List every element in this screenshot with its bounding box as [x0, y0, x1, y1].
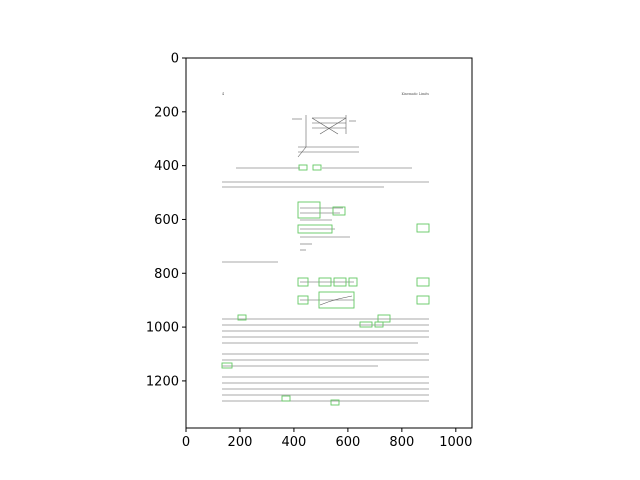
annotation-box — [374, 321, 384, 328]
annotation-box — [377, 314, 391, 323]
annotation-box — [416, 277, 430, 287]
document-page-image: 4 Kinematic Limits — [186, 58, 472, 428]
annotation-box — [333, 277, 347, 287]
page-number-text: 4 — [222, 92, 224, 96]
annotation-boxes — [221, 164, 430, 406]
y-tick-label: 1200 — [146, 374, 179, 389]
paragraph-4 — [222, 376, 429, 402]
annotation-box — [416, 223, 430, 233]
annotation-box — [297, 201, 321, 219]
annotation-box — [359, 321, 373, 328]
annotation-box — [297, 277, 309, 287]
annotation-box — [332, 206, 346, 216]
annotation-box — [297, 224, 333, 234]
x-axis: 0 200 400 600 800 1000 — [182, 428, 472, 450]
x-tick-label: 800 — [389, 435, 414, 450]
annotation-box — [312, 164, 322, 171]
equation-block-2 — [300, 281, 354, 306]
annotation-box — [318, 291, 355, 309]
x-tick-label: 1000 — [439, 435, 472, 450]
annotation-box — [297, 295, 309, 305]
y-tick-label: 400 — [154, 159, 179, 174]
y-axis: 0 200 400 600 800 1000 1200 — [146, 52, 186, 389]
x-tick-label: 200 — [228, 435, 253, 450]
paragraph-1 — [222, 181, 429, 188]
axes-frame — [185, 57, 473, 429]
annotation-box — [318, 277, 332, 287]
annotation-box — [281, 395, 291, 402]
annotation-box — [330, 399, 340, 406]
paragraph-2 — [222, 318, 429, 344]
y-tick-label: 0 — [171, 52, 179, 67]
y-tick-label: 200 — [154, 105, 179, 120]
annotation-box — [221, 362, 233, 369]
paragraph-3 — [222, 353, 429, 367]
annotation-box — [416, 295, 430, 305]
x-tick-label: 0 — [182, 435, 190, 450]
annotation-box — [298, 164, 308, 171]
x-tick-label: 600 — [335, 435, 360, 450]
x-tick-label: 400 — [282, 435, 307, 450]
annotation-box — [348, 277, 358, 287]
running-header-text: Kinematic Limits — [402, 92, 430, 96]
y-tick-label: 800 — [154, 267, 179, 282]
annotation-box — [237, 314, 247, 321]
schematic-diagram — [292, 115, 359, 158]
y-tick-label: 600 — [154, 213, 179, 228]
page-background — [186, 58, 472, 428]
y-tick-label: 1000 — [146, 321, 179, 336]
